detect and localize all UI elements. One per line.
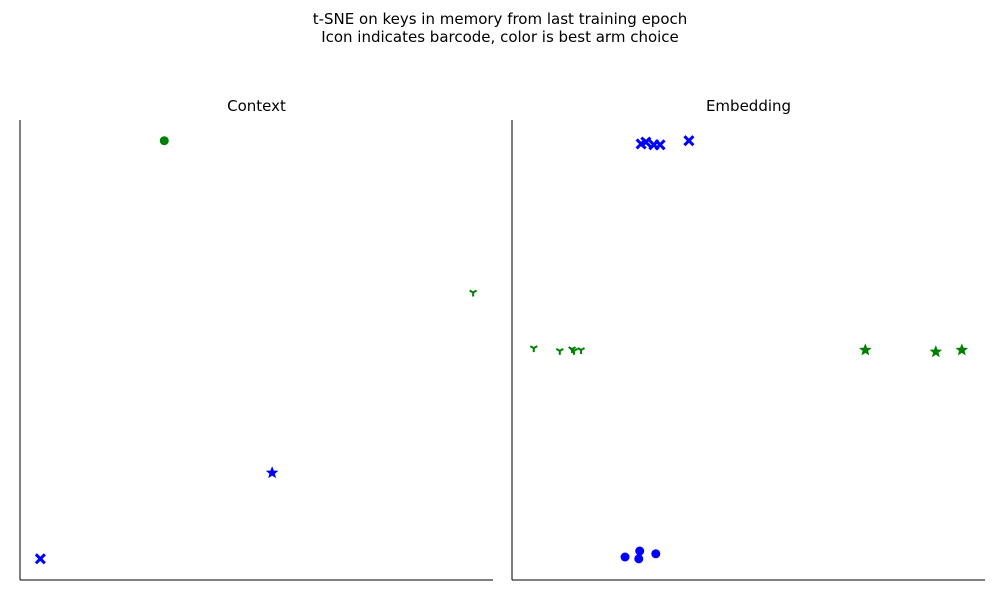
context-point-circle-green	[159, 136, 169, 146]
embedding-point-x-blue	[640, 136, 652, 148]
embedding-point-tri_down-green	[577, 347, 586, 354]
embedding-panel-title: Embedding	[705, 97, 792, 115]
embedding-point-star-green	[929, 345, 943, 358]
embedding-point-x-blue	[683, 135, 695, 147]
figure-suptitle-line-2: Icon indicates barcode, color is best ar…	[321, 28, 679, 46]
embedding-point-tri_down-green	[569, 348, 578, 355]
context-panel-title: Context	[227, 97, 286, 115]
figure-suptitle-line-1: t-SNE on keys in memory from last traini…	[312, 10, 688, 28]
embedding-point-x-blue	[654, 139, 666, 151]
embedding-axes	[511, 120, 985, 581]
context-point-star-blue	[265, 466, 279, 479]
embedding-point-star-green	[859, 343, 872, 356]
embedding-point-circle-blue	[635, 546, 645, 556]
context-axes	[19, 120, 493, 581]
context-point-x-blue	[34, 553, 46, 565]
embedding-point-circle-blue	[620, 552, 630, 562]
embedding-point-circle-blue	[651, 549, 661, 559]
embedding-point-tri_down-green	[529, 345, 538, 353]
embedding-point-circle-blue	[634, 554, 644, 564]
context-point-tri_down-green	[469, 289, 478, 297]
embedding-point-tri_down-green	[555, 348, 564, 355]
embedding-point-star-green	[955, 343, 969, 356]
